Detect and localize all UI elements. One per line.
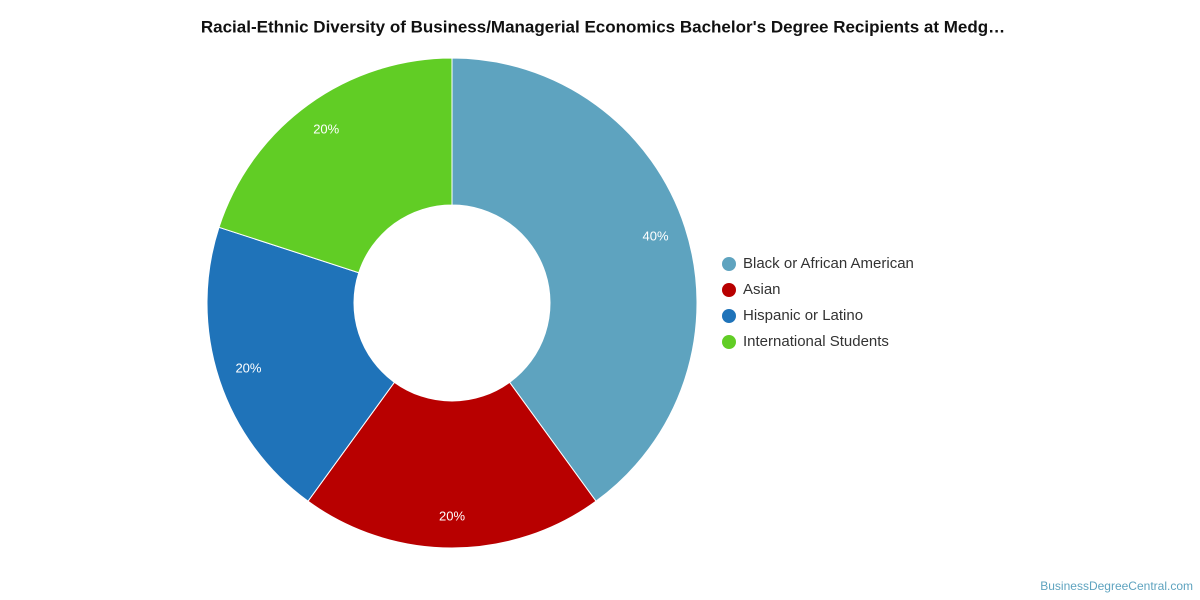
legend-label: Asian bbox=[743, 281, 781, 298]
legend-label: International Students bbox=[743, 333, 889, 350]
slice bbox=[451, 57, 698, 502]
legend-label: Hispanic or Latino bbox=[743, 307, 863, 324]
slice-label: 40% bbox=[643, 228, 669, 243]
slice bbox=[218, 57, 453, 274]
legend-marker bbox=[722, 283, 736, 297]
slice-label: 20% bbox=[235, 361, 261, 376]
slice bbox=[206, 226, 396, 502]
legend-marker bbox=[722, 335, 736, 349]
slice-label: 20% bbox=[313, 121, 339, 136]
legend-marker bbox=[722, 309, 736, 323]
source: BusinessDegreeCentral.com bbox=[1040, 579, 1193, 593]
slice bbox=[307, 381, 597, 549]
legend-label: Black or African American bbox=[743, 255, 914, 272]
chart-title: Racial-Ethnic Diversity of Business/Mana… bbox=[201, 17, 1005, 36]
slice-label: 20% bbox=[439, 508, 465, 523]
legend-marker bbox=[722, 257, 736, 271]
